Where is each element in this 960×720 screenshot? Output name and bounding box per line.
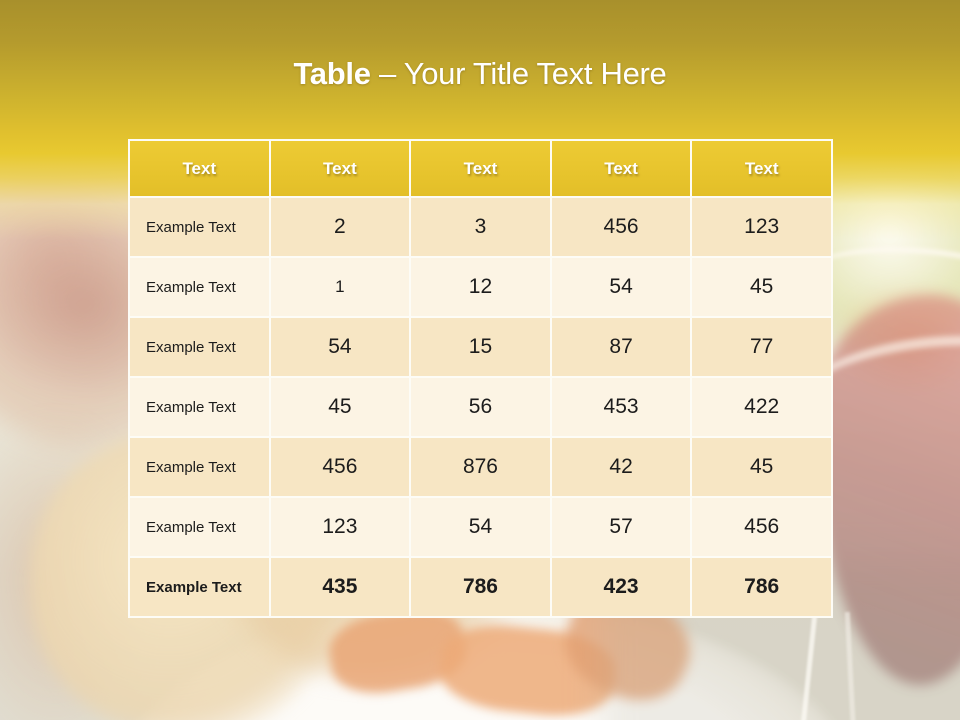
row-label-cell: Example Text xyxy=(128,256,271,318)
value-cell: 54 xyxy=(549,256,693,318)
value-cell: 45 xyxy=(268,376,412,438)
value-cell: 453 xyxy=(549,376,693,438)
row-label-cell: Example Text xyxy=(128,376,271,438)
value-cell: 54 xyxy=(409,496,552,558)
title-subtitle: Your Title Text Here xyxy=(403,56,667,91)
value-cell: 45 xyxy=(690,256,833,318)
table-total-row: Example Text 435 786 423 786 xyxy=(128,556,833,618)
value-cell: 876 xyxy=(409,436,552,498)
table-row: Example Text 2 3 456 123 xyxy=(128,196,833,258)
slide-title: Table – Your Title Text Here xyxy=(0,54,960,94)
value-cell: 2 xyxy=(268,196,412,258)
value-cell: 123 xyxy=(690,196,833,258)
value-cell: 423 xyxy=(549,556,693,618)
row-label-cell: Example Text xyxy=(128,556,271,618)
row-label-cell: Example Text xyxy=(128,436,271,498)
value-cell: 57 xyxy=(549,496,693,558)
value-cell: 456 xyxy=(549,196,693,258)
header-cell: Text xyxy=(128,139,271,198)
title-dash: – xyxy=(378,56,396,91)
value-cell: 422 xyxy=(690,376,833,438)
header-cell: Text xyxy=(690,139,833,198)
value-cell: 435 xyxy=(268,556,412,618)
header-cell: Text xyxy=(268,139,412,198)
header-cell: Text xyxy=(549,139,693,198)
row-label-cell: Example Text xyxy=(128,316,271,378)
value-cell: 87 xyxy=(549,316,693,378)
value-cell: 56 xyxy=(409,376,552,438)
header-cell: Text xyxy=(409,139,552,198)
value-cell: 77 xyxy=(690,316,833,378)
title-keyword: Table xyxy=(293,56,371,91)
table-row: Example Text 1 12 54 45 xyxy=(128,256,833,318)
data-table: Text Text Text Text Text Example Text 2 … xyxy=(128,139,833,618)
value-cell: 45 xyxy=(690,436,833,498)
table-row: Example Text 54 15 87 77 xyxy=(128,316,833,378)
value-cell: 54 xyxy=(268,316,412,378)
row-label-cell: Example Text xyxy=(128,496,271,558)
row-label-cell: Example Text xyxy=(128,196,271,258)
table-row: Example Text 456 876 42 45 xyxy=(128,436,833,498)
value-cell: 456 xyxy=(268,436,412,498)
value-cell: 15 xyxy=(409,316,552,378)
table-header-row: Text Text Text Text Text xyxy=(128,139,833,198)
value-cell: 123 xyxy=(268,496,412,558)
value-cell: 786 xyxy=(409,556,552,618)
value-cell: 456 xyxy=(690,496,833,558)
value-cell: 12 xyxy=(409,256,552,318)
value-cell: 3 xyxy=(409,196,552,258)
value-cell: 786 xyxy=(690,556,833,618)
table-row: Example Text 45 56 453 422 xyxy=(128,376,833,438)
value-cell: 1 xyxy=(268,256,412,318)
table-row: Example Text 123 54 57 456 xyxy=(128,496,833,558)
value-cell: 42 xyxy=(549,436,693,498)
